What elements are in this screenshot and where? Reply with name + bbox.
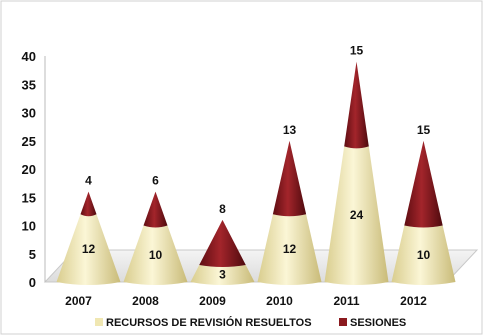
data-label-recursos: 10	[149, 248, 163, 262]
x-tick-label: 2009	[199, 294, 226, 308]
cone-segment-sesiones	[143, 191, 168, 228]
cones	[56, 61, 456, 285]
x-tick-label: 2007	[65, 294, 92, 308]
data-label-sesiones: 15	[350, 44, 364, 58]
legend: RECURSOS DE REVISIÓN RESUELTOS SESIONES	[95, 316, 406, 329]
cone-segment-recursos	[391, 225, 456, 285]
legend-swatch-sesiones	[339, 318, 347, 326]
cone-segment-sesiones	[80, 191, 97, 217]
cone-segment-recursos	[56, 214, 121, 285]
y-tick-label: 10	[22, 219, 36, 234]
y-tick-label: 5	[29, 247, 36, 262]
data-label-recursos: 24	[350, 208, 364, 222]
y-tick-label: 0	[29, 275, 36, 290]
cone-segment-recursos	[190, 265, 255, 285]
data-label-sesiones: 6	[152, 174, 159, 188]
cone-segment-sesiones	[344, 61, 369, 149]
data-label-recursos: 12	[82, 242, 96, 256]
y-axis-ticks: 0 5 10 15 20 25 30 35 40	[22, 49, 36, 290]
x-tick-label: 2010	[266, 294, 293, 308]
cone-segment-sesiones	[272, 140, 307, 217]
cone-segment-sesiones	[199, 219, 246, 268]
y-tick-label: 25	[22, 134, 36, 149]
data-labels: 12 4 10 6 3 8 12 13 24 15 10 15	[82, 44, 431, 282]
data-label-sesiones: 8	[219, 202, 226, 216]
x-axis-ticks: 2007 2008 2009 2010 2011 2012	[65, 294, 427, 308]
x-tick-label: 2012	[400, 294, 427, 308]
data-label-recursos: 12	[283, 242, 297, 256]
y-tick-label: 30	[22, 106, 36, 121]
legend-label-recursos: RECURSOS DE REVISIÓN RESUELTOS	[106, 316, 312, 329]
data-label-sesiones: 4	[85, 174, 92, 188]
legend-swatch-recursos	[95, 318, 103, 326]
data-label-recursos: 3	[219, 268, 226, 282]
x-tick-label: 2008	[132, 294, 159, 308]
legend-label-sesiones: SESIONES	[350, 317, 406, 329]
data-label-sesiones: 13	[283, 123, 297, 137]
cone-segment-recursos	[123, 225, 188, 285]
y-tick-label: 20	[22, 162, 36, 177]
data-label-recursos: 10	[417, 248, 431, 262]
y-tick-label: 35	[22, 77, 36, 92]
data-label-sesiones: 15	[417, 123, 431, 137]
x-tick-label: 2011	[333, 294, 359, 308]
y-tick-label: 40	[22, 49, 36, 64]
cone-segment-sesiones	[404, 140, 443, 228]
y-tick-label: 15	[22, 190, 36, 205]
cone-segment-recursos	[324, 146, 389, 285]
cone-segment-recursos	[257, 214, 322, 285]
